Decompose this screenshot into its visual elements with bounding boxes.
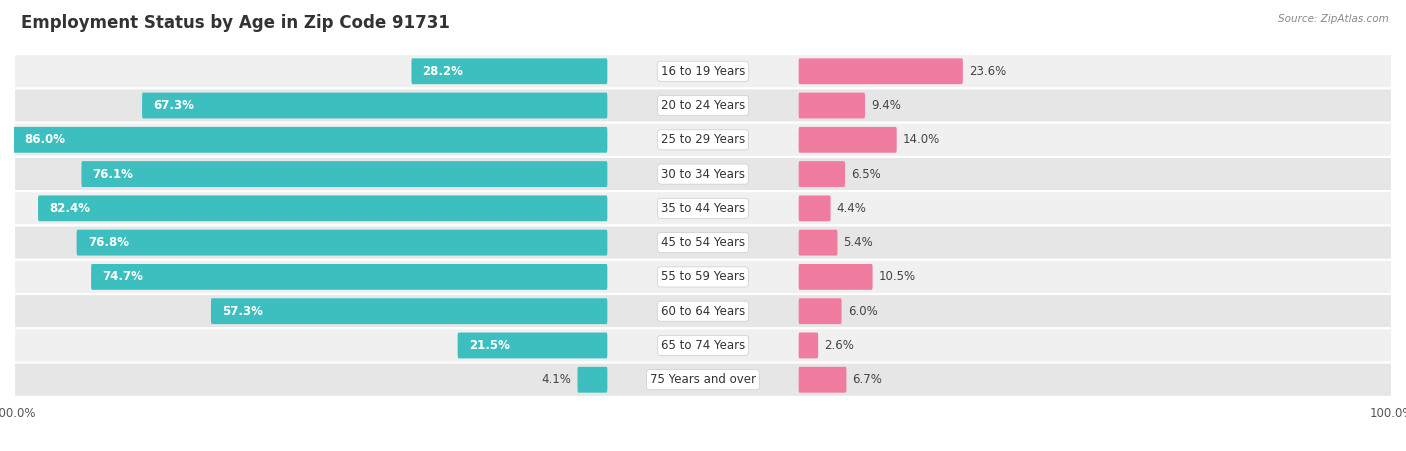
Text: 76.1%: 76.1% <box>93 168 134 180</box>
FancyBboxPatch shape <box>142 92 607 119</box>
Text: 55 to 59 Years: 55 to 59 Years <box>661 271 745 283</box>
Text: 65 to 74 Years: 65 to 74 Years <box>661 339 745 352</box>
FancyBboxPatch shape <box>799 92 865 119</box>
Text: 28.2%: 28.2% <box>423 65 464 78</box>
Text: 10.5%: 10.5% <box>879 271 915 283</box>
FancyBboxPatch shape <box>14 123 1392 157</box>
FancyBboxPatch shape <box>14 157 1392 191</box>
FancyBboxPatch shape <box>91 264 607 290</box>
FancyBboxPatch shape <box>14 191 1392 226</box>
FancyBboxPatch shape <box>799 332 818 359</box>
FancyBboxPatch shape <box>38 195 607 221</box>
Text: 4.1%: 4.1% <box>541 373 571 386</box>
FancyBboxPatch shape <box>14 54 1392 88</box>
Text: 4.4%: 4.4% <box>837 202 866 215</box>
Text: 16 to 19 Years: 16 to 19 Years <box>661 65 745 78</box>
Text: 57.3%: 57.3% <box>222 305 263 318</box>
FancyBboxPatch shape <box>14 226 1392 260</box>
Text: 6.5%: 6.5% <box>851 168 882 180</box>
Text: 74.7%: 74.7% <box>103 271 143 283</box>
Text: 67.3%: 67.3% <box>153 99 194 112</box>
Text: 23.6%: 23.6% <box>969 65 1007 78</box>
Text: 2.6%: 2.6% <box>824 339 853 352</box>
Text: 14.0%: 14.0% <box>903 133 941 146</box>
Text: 35 to 44 Years: 35 to 44 Years <box>661 202 745 215</box>
Text: 75 Years and over: 75 Years and over <box>650 373 756 386</box>
Text: 30 to 34 Years: 30 to 34 Years <box>661 168 745 180</box>
Text: 76.8%: 76.8% <box>87 236 129 249</box>
Text: 82.4%: 82.4% <box>49 202 90 215</box>
FancyBboxPatch shape <box>799 298 842 324</box>
Text: 86.0%: 86.0% <box>24 133 66 146</box>
Text: 6.0%: 6.0% <box>848 305 877 318</box>
FancyBboxPatch shape <box>457 332 607 359</box>
FancyBboxPatch shape <box>799 195 831 221</box>
FancyBboxPatch shape <box>799 58 963 84</box>
Text: 25 to 29 Years: 25 to 29 Years <box>661 133 745 146</box>
Text: 5.4%: 5.4% <box>844 236 873 249</box>
FancyBboxPatch shape <box>412 58 607 84</box>
Text: 45 to 54 Years: 45 to 54 Years <box>661 236 745 249</box>
FancyBboxPatch shape <box>14 294 1392 328</box>
FancyBboxPatch shape <box>211 298 607 324</box>
Text: 60 to 64 Years: 60 to 64 Years <box>661 305 745 318</box>
FancyBboxPatch shape <box>799 264 873 290</box>
FancyBboxPatch shape <box>82 161 607 187</box>
Text: 9.4%: 9.4% <box>872 99 901 112</box>
Text: Employment Status by Age in Zip Code 91731: Employment Status by Age in Zip Code 917… <box>21 14 450 32</box>
Text: Source: ZipAtlas.com: Source: ZipAtlas.com <box>1278 14 1389 23</box>
Text: 21.5%: 21.5% <box>468 339 509 352</box>
Text: 20 to 24 Years: 20 to 24 Years <box>661 99 745 112</box>
FancyBboxPatch shape <box>14 260 1392 294</box>
FancyBboxPatch shape <box>13 127 607 153</box>
FancyBboxPatch shape <box>799 161 845 187</box>
FancyBboxPatch shape <box>799 230 838 256</box>
FancyBboxPatch shape <box>14 363 1392 397</box>
FancyBboxPatch shape <box>799 127 897 153</box>
FancyBboxPatch shape <box>14 88 1392 123</box>
Text: 6.7%: 6.7% <box>852 373 883 386</box>
FancyBboxPatch shape <box>77 230 607 256</box>
FancyBboxPatch shape <box>14 328 1392 363</box>
FancyBboxPatch shape <box>578 367 607 393</box>
FancyBboxPatch shape <box>799 367 846 393</box>
